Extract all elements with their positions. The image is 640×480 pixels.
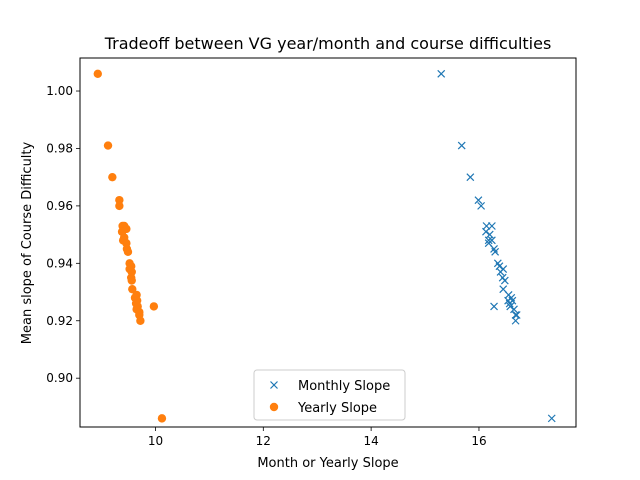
x-tick-label-2: 14 bbox=[363, 434, 378, 448]
data-point-monthly-slope-0 bbox=[437, 69, 446, 78]
data-point-monthly-slope-29 bbox=[511, 311, 520, 319]
data-point-yearly-slope-31 bbox=[157, 414, 167, 423]
y-tick-label-0: 0.90 bbox=[46, 371, 73, 385]
data-points bbox=[93, 69, 556, 423]
data-point-monthly-slope-28-stroke-b bbox=[510, 305, 518, 314]
data-point-monthly-slope-17 bbox=[496, 268, 505, 276]
x-tick-label-0: 10 bbox=[148, 434, 163, 448]
y-axis-label: Mean slope of Course Difficulty bbox=[20, 141, 35, 344]
data-point-yearly-slope-13 bbox=[123, 247, 133, 257]
legend-label-monthly-slope: Monthly Slope bbox=[298, 379, 390, 394]
data-point-monthly-slope-3 bbox=[474, 196, 483, 205]
data-point-monthly-slope-13-stroke-b bbox=[491, 247, 500, 256]
x-axis-ticks: 10 12 14 16 bbox=[148, 427, 487, 448]
data-point-yearly-slope-4 bbox=[115, 201, 124, 211]
data-point-monthly-slope-25 bbox=[505, 299, 514, 308]
data-point-monthly-slope-2-stroke-b bbox=[466, 173, 475, 182]
y-tick-label-5: 1.00 bbox=[46, 84, 73, 98]
data-point-monthly-slope-6-stroke-b bbox=[487, 222, 496, 230]
data-point-monthly-slope-32 bbox=[547, 414, 556, 423]
data-point-monthly-slope-3-stroke-b bbox=[474, 196, 483, 205]
legend-label-yearly-slope: Yearly Slope bbox=[297, 401, 377, 416]
data-point-monthly-slope-27-stroke-b bbox=[490, 302, 498, 311]
data-point-monthly-slope-1 bbox=[457, 141, 466, 150]
legend-marker-monthly-slope bbox=[270, 381, 278, 389]
legend-marker-yearly-slope bbox=[269, 402, 279, 412]
data-point-monthly-slope-26-stroke-b bbox=[506, 302, 515, 311]
data-point-monthly-slope-32-stroke-b bbox=[547, 414, 556, 423]
y-axis-ticks: 0.90 0.92 0.94 0.96 0.98 1.00 bbox=[46, 84, 80, 385]
data-point-monthly-slope-1-stroke-b bbox=[457, 141, 466, 150]
x-tick-label-1: 12 bbox=[256, 434, 271, 448]
data-point-monthly-slope-0-stroke-b bbox=[437, 69, 446, 78]
legend-icon-yearly-slope bbox=[269, 402, 279, 412]
y-tick-label-3: 0.96 bbox=[46, 199, 73, 213]
x-tick-label-3: 16 bbox=[471, 434, 486, 448]
data-point-monthly-slope-7-stroke-b bbox=[482, 227, 490, 236]
data-point-monthly-slope-25-stroke-b bbox=[505, 299, 514, 308]
data-point-monthly-slope-19-stroke-b bbox=[500, 276, 509, 285]
data-point-yearly-slope-20 bbox=[128, 284, 137, 294]
data-point-monthly-slope-26 bbox=[506, 302, 515, 311]
data-point-monthly-slope-2 bbox=[466, 173, 475, 182]
y-tick-label-2: 0.94 bbox=[46, 256, 73, 270]
legend-icon-monthly-slope bbox=[270, 381, 278, 389]
data-point-monthly-slope-13 bbox=[491, 247, 500, 256]
axes-frame bbox=[79, 57, 577, 428]
data-point-monthly-slope-6 bbox=[487, 222, 496, 230]
data-point-yearly-slope-19 bbox=[127, 276, 136, 285]
legend: Monthly Slope Yearly Slope bbox=[253, 369, 406, 421]
data-point-monthly-slope-20-stroke-b bbox=[499, 285, 508, 294]
data-point-monthly-slope-4-stroke-b bbox=[477, 201, 486, 210]
data-point-monthly-slope-27 bbox=[490, 302, 498, 311]
data-point-yearly-slope-0 bbox=[93, 69, 102, 78]
data-point-monthly-slope-7 bbox=[482, 227, 490, 236]
chart-title: Tradeoff between VG year/month and cours… bbox=[104, 34, 552, 53]
legend-box bbox=[253, 369, 406, 421]
data-point-monthly-slope-4 bbox=[477, 201, 486, 210]
data-point-monthly-slope-17-stroke-b bbox=[496, 268, 505, 276]
data-point-yearly-slope-3 bbox=[115, 195, 124, 205]
data-point-monthly-slope-12-stroke-b bbox=[490, 245, 498, 253]
x-axis-label: Month or Yearly Slope bbox=[257, 456, 398, 471]
data-point-yearly-slope-27 bbox=[149, 302, 159, 311]
data-point-yearly-slope-30 bbox=[136, 316, 145, 325]
data-point-monthly-slope-30-stroke-b bbox=[512, 311, 521, 319]
data-point-monthly-slope-14-stroke-b bbox=[493, 259, 502, 268]
data-point-monthly-slope-9 bbox=[484, 236, 493, 245]
data-point-monthly-slope-28 bbox=[510, 305, 518, 314]
plot-area bbox=[79, 57, 577, 428]
legend-icon-monthly-slope-stroke-b bbox=[270, 381, 278, 389]
data-point-monthly-slope-8-stroke-b bbox=[485, 230, 494, 239]
data-point-monthly-slope-31-stroke-b bbox=[511, 316, 520, 325]
data-point-yearly-slope-1 bbox=[103, 141, 113, 150]
data-point-yearly-slope-2 bbox=[108, 172, 117, 182]
data-point-monthly-slope-11-stroke-b bbox=[484, 239, 493, 248]
data-point-monthly-slope-9-stroke-b bbox=[484, 236, 493, 245]
y-tick-label-1: 0.92 bbox=[46, 314, 73, 328]
data-point-monthly-slope-31 bbox=[511, 316, 520, 325]
y-tick-label-4: 0.98 bbox=[46, 141, 73, 155]
data-point-monthly-slope-29-stroke-b bbox=[511, 311, 520, 319]
data-point-monthly-slope-19 bbox=[500, 276, 509, 285]
